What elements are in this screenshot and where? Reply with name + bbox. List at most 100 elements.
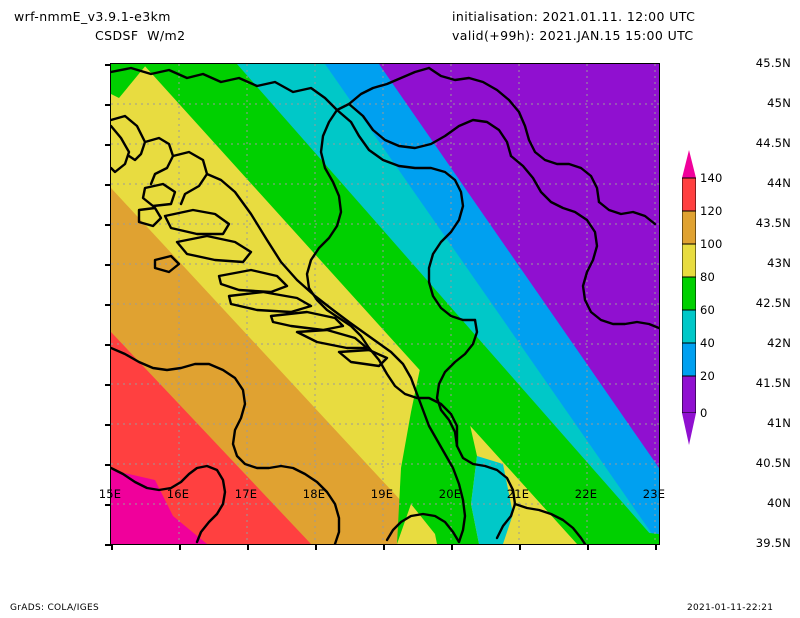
colorbar-label-0: 0	[700, 406, 708, 420]
y-axis-label-40-5N: 40.5N	[755, 456, 791, 470]
colorbar-band-40-60	[682, 309, 696, 344]
y-axis-label-39-5N: 39.5N	[755, 536, 791, 550]
island-mljet	[337, 348, 389, 368]
colorbar-band-100-120	[682, 210, 696, 245]
colorbar-band-0-20	[682, 375, 696, 414]
bulgaria-macedonia-border	[513, 502, 587, 544]
y-axis-label-41-5N: 41.5N	[755, 376, 791, 390]
y-axis-label-45-5N: 45.5N	[755, 56, 791, 70]
y-tick-40-5	[105, 464, 111, 466]
x-axis-label-18E: 18E	[302, 487, 326, 501]
grads-credit-label: GrADS: COLA/IGES	[10, 603, 99, 613]
montenegro-coast-border	[367, 346, 459, 448]
x-tick-21e	[519, 544, 521, 550]
romania-inner-line	[597, 200, 657, 226]
italy-apulia-coast	[111, 464, 227, 544]
bosnia-sava-border	[335, 108, 477, 322]
colorbar-label-80: 80	[700, 270, 716, 284]
y-tick-43	[105, 264, 111, 266]
colorbar-label-120: 120	[700, 204, 723, 218]
island-kornati	[153, 254, 181, 274]
colorbar-band-20-40	[682, 342, 696, 377]
colorbar-band-80-100	[682, 243, 696, 278]
drina-border	[435, 318, 479, 448]
x-tick-17e	[247, 544, 249, 550]
y-tick-39-5	[105, 544, 111, 546]
y-tick-40	[105, 504, 111, 506]
x-axis-label-23E: 23E	[642, 487, 666, 501]
danube-border	[347, 102, 513, 158]
x-axis-label-21E: 21E	[506, 487, 530, 501]
island-peljesac	[295, 328, 369, 350]
y-tick-41	[105, 424, 111, 426]
band-80-100-inset	[397, 504, 437, 544]
y-axis-label-40N: 40N	[767, 496, 791, 510]
italy-inland-line	[279, 464, 341, 544]
y-axis-label-41N: 41N	[767, 416, 791, 430]
x-tick-20e	[451, 544, 453, 550]
colorbar-label-140: 140	[700, 171, 723, 185]
valid-time-label: valid(+99h): 2021.JAN.15 15:00 UTC	[452, 28, 694, 43]
y-tick-42-5	[105, 304, 111, 306]
bosnia-west-border	[305, 108, 371, 350]
x-axis-label-16E: 16E	[166, 487, 190, 501]
variable-units-label: CSDSF W/m2	[95, 28, 186, 43]
x-axis-label-19E: 19E	[370, 487, 394, 501]
band-120-140	[111, 332, 311, 544]
romania-border	[427, 66, 601, 204]
colorbar-arrow-above-140	[682, 150, 696, 178]
x-axis-label-15E: 15E	[98, 487, 122, 501]
y-tick-43-5	[105, 224, 111, 226]
island-krk	[141, 182, 177, 208]
x-tick-23e	[655, 544, 657, 550]
istria-outline	[111, 124, 131, 174]
y-axis-label-44-5N: 44.5N	[755, 136, 791, 150]
y-axis-label-45N: 45N	[767, 96, 791, 110]
colorbar-label-100: 100	[700, 237, 723, 251]
serbia-east-border	[509, 154, 659, 330]
y-axis-label-44N: 44N	[767, 176, 791, 190]
initialisation-label: initialisation: 2021.01.11. 12:00 UTC	[452, 9, 696, 24]
x-axis-label-20E: 20E	[438, 487, 462, 501]
y-tick-41-5	[105, 384, 111, 386]
model-name-label: wrf-nmmE_v3.9.1-e3km	[14, 9, 171, 24]
band-60-80-se-patch	[581, 526, 659, 544]
band-60-80-tongue	[397, 364, 479, 544]
north-border	[111, 66, 431, 112]
color-bands	[111, 64, 659, 544]
adriatic-coastline	[111, 114, 467, 544]
x-tick-22e	[587, 544, 589, 550]
greece-albania-border	[385, 512, 461, 544]
map-field-clip	[111, 64, 659, 544]
island-dugi-otok	[175, 234, 253, 264]
render-timestamp: 2021-01-11-22:21	[687, 603, 774, 613]
island-brac	[217, 268, 289, 294]
y-axis-label-42-5N: 42.5N	[755, 296, 791, 310]
x-axis-label-22E: 22E	[574, 487, 598, 501]
contour-field	[111, 64, 659, 544]
map-plot-area	[105, 63, 660, 550]
island-cres	[137, 206, 163, 228]
x-tick-15e	[111, 544, 113, 550]
x-tick-16e	[179, 544, 181, 550]
y-tick-45	[105, 104, 111, 106]
x-tick-18e	[315, 544, 317, 550]
y-tick-44	[105, 184, 111, 186]
colorbar-label-20: 20	[700, 369, 716, 383]
colorbar-label-60: 60	[700, 303, 716, 317]
y-axis-label-43-5N: 43.5N	[755, 216, 791, 230]
y-axis-label-43N: 43N	[767, 256, 791, 270]
italy-adriatic-coast	[111, 346, 283, 470]
island-hvar	[227, 290, 313, 314]
x-axis-label-17E: 17E	[234, 487, 258, 501]
band-60-80-nw-notch	[111, 64, 147, 98]
y-tick-44-5	[105, 144, 111, 146]
colorbar	[682, 150, 696, 445]
island-korcula	[269, 310, 345, 332]
colorbar-swatches	[682, 150, 696, 445]
y-tick-45-5	[105, 64, 111, 66]
y-tick-42	[105, 344, 111, 346]
coastlines-and-borders	[111, 66, 659, 544]
y-axis-label-42N: 42N	[767, 336, 791, 350]
colorbar-arrow-below-0	[682, 413, 696, 445]
